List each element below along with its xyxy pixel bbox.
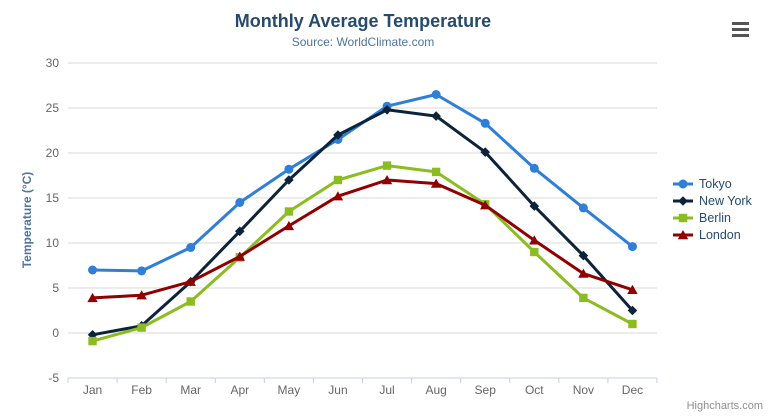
x-tick-label: Feb — [131, 383, 152, 397]
legend-symbol-triangle — [673, 230, 693, 240]
x-tick-label: Dec — [622, 383, 643, 397]
x-tick-label: Mar — [180, 383, 201, 397]
legend-item-tokyo[interactable]: Tokyo — [672, 176, 752, 192]
series-markers-new-york[interactable] — [87, 105, 638, 340]
x-tick-label: Sep — [475, 383, 497, 397]
legend-item-berlin[interactable]: Berlin — [672, 210, 752, 226]
y-axis-labels: -5 0 5 10 15 20 25 30 — [46, 56, 60, 385]
export-menu-button[interactable] — [729, 17, 753, 41]
y-tick-label: 20 — [46, 146, 60, 160]
legend-label: Tokyo — [699, 177, 732, 191]
x-tick-label: Oct — [525, 383, 544, 397]
series-tokyo — [88, 90, 637, 276]
series-london — [87, 175, 638, 303]
legend-item-new-york[interactable]: New York — [672, 193, 752, 209]
series-line-london — [91, 178, 634, 300]
series-new-york — [87, 105, 638, 340]
y-tick-label: -5 — [48, 371, 59, 385]
legend: Tokyo New York Berlin London — [672, 176, 752, 244]
legend-label: London — [699, 228, 741, 242]
y-tick-label: 10 — [46, 236, 60, 250]
x-axis — [67, 377, 658, 383]
x-tick-label: Aug — [425, 383, 446, 397]
legend-symbol-diamond — [673, 196, 693, 206]
legend-label: New York — [699, 194, 752, 208]
x-tick-label: Apr — [230, 383, 249, 397]
y-tick-label: 15 — [46, 191, 60, 205]
series-line-berlin — [91, 164, 634, 343]
hamburger-icon — [732, 21, 750, 37]
y-tick-label: 25 — [46, 101, 60, 115]
legend-item-london[interactable]: London — [672, 227, 752, 243]
series-markers-london[interactable] — [87, 175, 638, 303]
legend-symbol-square — [673, 213, 693, 223]
legend-symbol-circle — [673, 179, 693, 189]
y-tick-label: 5 — [52, 281, 59, 295]
legend-label: Berlin — [699, 211, 731, 225]
x-tick-label: Jun — [328, 383, 347, 397]
chart-title: Monthly Average Temperature — [234, 11, 492, 31]
x-tick-label: Nov — [573, 383, 594, 397]
chart-subtitle: Source: WorldClimate.com — [291, 35, 435, 49]
y-axis-title: Temperature (°C) — [20, 171, 34, 269]
x-tick-label: Jul — [379, 383, 394, 397]
y-tick-label: 0 — [52, 326, 59, 340]
series-markers-tokyo[interactable] — [88, 90, 637, 276]
x-tick-label: May — [278, 383, 301, 397]
x-axis-labels: Jan Feb Mar Apr May Jun Jul Aug Sep Oct Nov Dec — [83, 383, 643, 397]
gridlines — [68, 62, 657, 379]
series-line-new-york — [91, 108, 634, 337]
y-tick-label: 30 — [46, 56, 60, 70]
highcharts-credits-link[interactable]: Highcharts.com — [686, 400, 763, 412]
x-tick-label: Jan — [83, 383, 102, 397]
